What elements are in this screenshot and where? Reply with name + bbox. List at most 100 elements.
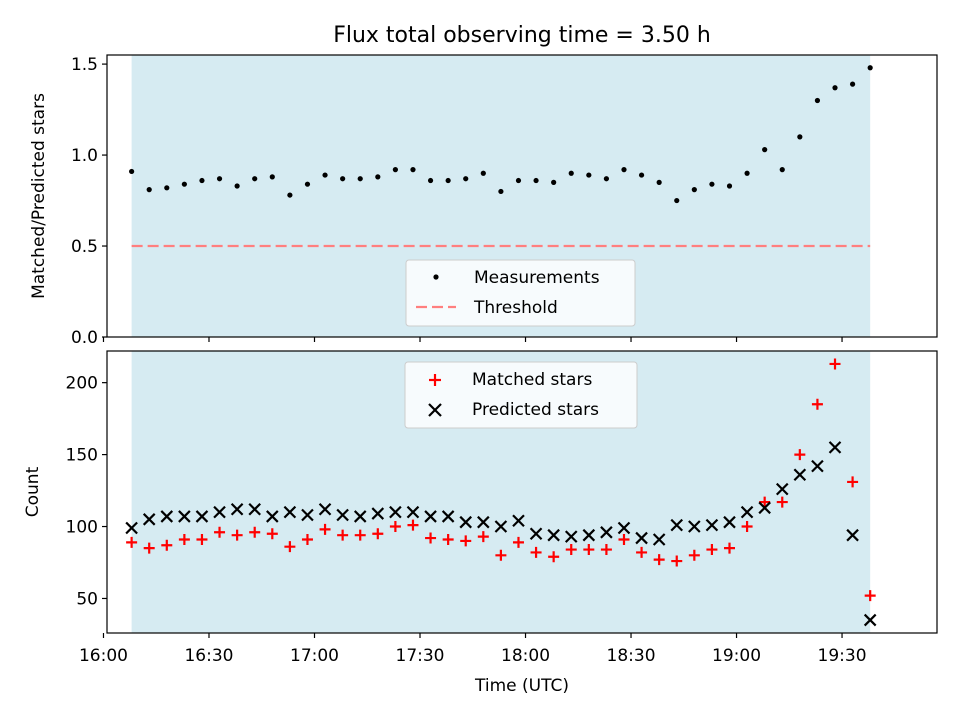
predicted-star-point <box>424 510 437 523</box>
measurement-point <box>603 176 610 182</box>
matched-star-point <box>759 496 771 508</box>
matched-star-point <box>600 544 612 556</box>
measurement-point <box>304 181 311 187</box>
matched-star-point <box>425 532 437 544</box>
legend-threshold-label: Threshold <box>473 298 558 318</box>
predicted-star-point <box>371 507 385 520</box>
measurement-point <box>621 167 627 173</box>
predicted-star-point <box>617 521 631 535</box>
predicted-star-point <box>828 441 842 454</box>
predicted-star-point <box>740 505 754 519</box>
predicted-star-point <box>441 510 455 523</box>
matched-star-point <box>301 533 313 545</box>
predicted-star-point <box>564 530 578 543</box>
matched-star-point <box>442 533 454 545</box>
predicted-star-point <box>775 482 789 496</box>
measurement-point <box>498 188 504 195</box>
measurement-point <box>392 167 398 173</box>
predicted-star-point <box>230 502 244 516</box>
predicted-star-point <box>406 505 420 519</box>
matched-star-point <box>565 544 577 556</box>
measurement-point <box>181 181 187 187</box>
predicted-star-point <box>635 531 648 545</box>
legend-measurements-label: Measurements <box>474 268 600 288</box>
measurement-point <box>463 176 469 182</box>
predicted-star-point <box>160 510 174 523</box>
count-y-ticks: 50 100 150 200 <box>66 374 107 609</box>
matched-star-point <box>389 521 401 533</box>
matched-star-point <box>126 536 138 548</box>
y-tick-label: 50 <box>76 589 98 609</box>
ratio-y-axis-label: Matched/Predicted stars <box>29 93 49 299</box>
ratio-points-group <box>129 65 873 204</box>
predicted-star-point <box>318 502 332 516</box>
matched-star-point <box>864 590 876 602</box>
x-tick-label: 18:00 <box>501 646 550 666</box>
measurement-point <box>252 176 258 182</box>
predicted-star-point <box>811 459 824 473</box>
y-tick-label: 150 <box>66 446 98 466</box>
measurement-point <box>146 187 152 193</box>
measurement-point <box>762 147 768 153</box>
matched-star-point <box>671 555 683 567</box>
measurement-point <box>656 179 662 185</box>
legend-predicted-label: Predicted stars <box>472 400 599 420</box>
measurement-point <box>726 183 733 189</box>
count-x-ticks: 16:00 16:30 17:00 17:30 18:00 18:30 19:00 19:30 <box>79 633 867 666</box>
matched-star-point <box>741 521 753 533</box>
y-tick-label: 1.0 <box>71 146 98 166</box>
matched-star-point <box>794 449 806 461</box>
y-tick-label: 0.5 <box>71 237 98 257</box>
matched-star-point <box>776 496 788 508</box>
predicted-star-point <box>248 502 261 516</box>
matched-star-point <box>460 535 472 547</box>
predicted-star-point <box>283 505 297 519</box>
matched-star-point <box>196 533 208 545</box>
measurement-point <box>375 174 381 180</box>
matched-star-point <box>688 549 700 561</box>
count-points-group <box>125 358 877 627</box>
predicted-star-point <box>266 510 279 523</box>
measurement-point <box>832 85 838 91</box>
measurement-point <box>779 167 785 173</box>
measurement-point <box>164 185 170 191</box>
matched-star-point <box>214 526 226 538</box>
x-axis-label: Time (UTC) <box>474 676 569 696</box>
ratio-legend: Measurements Threshold <box>405 259 636 327</box>
count-legend: Matched stars Predicted stars <box>404 361 638 429</box>
measurement-point <box>568 170 574 176</box>
count-y-axis-label: Count <box>23 466 43 517</box>
matched-star-point <box>495 549 507 561</box>
legend-predicted-marker <box>428 403 442 417</box>
count-plot-frame <box>106 350 938 634</box>
predicted-star-point <box>547 528 560 542</box>
measurement-point <box>674 197 680 204</box>
matched-star-point <box>143 542 155 554</box>
count-legend-box <box>404 361 638 429</box>
measurement-point <box>797 134 803 140</box>
predicted-star-point <box>389 505 402 519</box>
legend-measurements-marker <box>433 274 439 280</box>
matched-star-point <box>847 476 859 488</box>
predicted-star-point <box>652 533 666 546</box>
measurement-point <box>849 81 856 87</box>
ratio-y-ticks: 0.0 0.5 1.0 1.5 <box>71 55 107 348</box>
matched-star-point <box>284 541 296 553</box>
matched-star-point <box>231 529 243 541</box>
predicted-star-point <box>301 508 314 522</box>
y-tick-label: 0.0 <box>71 328 98 348</box>
measurement-point <box>216 176 223 182</box>
matched-star-point <box>249 526 261 538</box>
measurement-point <box>814 97 821 104</box>
predicted-star-point <box>688 520 701 533</box>
matched-star-point <box>829 358 841 370</box>
measurement-point <box>234 183 240 189</box>
measurement-point <box>199 177 205 184</box>
matched-star-point <box>636 546 648 558</box>
predicted-star-point <box>178 510 191 523</box>
measurement-point <box>551 179 557 185</box>
legend-matched-label: Matched stars <box>472 370 592 390</box>
matched-star-point <box>178 533 190 545</box>
matched-star-point <box>161 539 173 551</box>
